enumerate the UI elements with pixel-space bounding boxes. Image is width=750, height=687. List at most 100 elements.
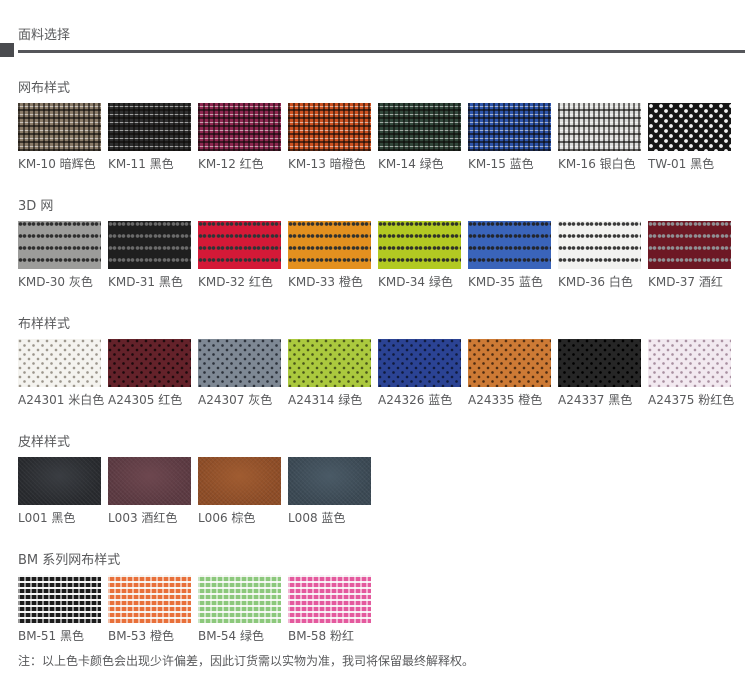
fabric-label: L008 蓝色 [288,511,346,525]
fabric-item: KM-12 红色 [198,103,281,171]
fabric-item: KMD-33 橙色 [288,221,371,289]
fabric-swatch [648,221,731,269]
section-leather: 皮样样式 L001 黑色 L003 酒红色 L006 棕色 L008 蓝色 [18,435,738,525]
fabric-label: BM-51 黑色 [18,629,85,643]
fabric-label: KMD-37 酒红 [648,275,723,289]
fabric-label: A24301 米白色 [18,393,105,407]
fabric-swatch [288,575,371,623]
header-corner-mark [0,43,14,57]
fabric-item: BM-54 绿色 [198,575,281,643]
fabric-item: KMD-31 黑色 [108,221,191,289]
fabric-item: L003 酒红色 [108,457,191,525]
fabric-item: KMD-32 红色 [198,221,281,289]
fabric-swatch [558,103,641,151]
fabric-item: KM-11 黑色 [108,103,191,171]
header-divider [18,50,745,53]
fabric-label: BM-53 橙色 [108,629,175,643]
fabric-label: A24375 粉红色 [648,393,735,407]
fabric-label: KMD-36 白色 [558,275,633,289]
fabric-label: KM-11 黑色 [108,157,174,171]
fabric-label: A24314 绿色 [288,393,363,407]
fabric-item: KMD-35 蓝色 [468,221,551,289]
fabric-chart: 网布样式 KM-10 暗辉色 KM-11 黑色 KM-12 红色 KM-13 暗… [0,81,750,643]
fabric-swatch [18,339,101,387]
fabric-label: KMD-30 灰色 [18,275,93,289]
fabric-swatch [18,575,101,623]
fabric-item: KM-15 蓝色 [468,103,551,171]
fabric-swatch [648,103,731,151]
fabric-item: L006 棕色 [198,457,281,525]
fabric-swatch [18,103,101,151]
page-header: 面料选择 [0,0,750,57]
fabric-item: A24326 蓝色 [378,339,461,407]
fabric-label: L003 酒红色 [108,511,178,525]
page-title: 面料选择 [18,28,71,43]
fabric-item: L008 蓝色 [288,457,371,525]
fabric-label: KM-14 绿色 [378,157,444,171]
fabric-label: A24337 黑色 [558,393,633,407]
fabric-item: KM-10 暗辉色 [18,103,101,171]
fabric-item: A24314 绿色 [288,339,371,407]
fabric-swatch [108,457,191,505]
fabric-label: KM-12 红色 [198,157,264,171]
fabric-label: KMD-35 蓝色 [468,275,543,289]
disclaimer-note: 注：以上色卡颜色会出现少许偏差，因此订货需以实物为准，我司将保留最终解释权。 [18,654,475,668]
fabric-swatch [378,221,461,269]
section-title: 3D 网 [18,199,54,214]
fabric-item: A24375 粉红色 [648,339,735,407]
fabric-label: A24307 灰色 [198,393,273,407]
fabric-swatch [18,221,101,269]
fabric-label: L001 黑色 [18,511,76,525]
section-bm-mesh: BM 系列网布样式 BM-51 黑色 BM-53 橙色 BM-54 绿色 BM-… [18,553,738,643]
fabric-swatch [198,103,281,151]
fabric-item: KMD-30 灰色 [18,221,101,289]
fabric-swatch [198,221,281,269]
fabric-label: A24335 橙色 [468,393,543,407]
fabric-label: A24326 蓝色 [378,393,453,407]
fabric-swatch [468,103,551,151]
fabric-swatch [198,575,281,623]
fabric-swatch [648,339,731,387]
fabric-item: TW-01 黑色 [648,103,731,171]
swatch-row: A24301 米白色 A24305 红色 A24307 灰色 A24314 绿色… [18,339,738,407]
swatch-row: KMD-30 灰色 KMD-31 黑色 KMD-32 红色 KMD-33 橙色 … [18,221,738,289]
section-title: 布样样式 [18,317,71,332]
fabric-swatch [378,339,461,387]
swatch-row: KM-10 暗辉色 KM-11 黑色 KM-12 红色 KM-13 暗橙色 KM… [18,103,738,171]
fabric-label: KMD-34 绿色 [378,275,453,289]
fabric-label: BM-58 粉红 [288,629,355,643]
fabric-item: KMD-36 白色 [558,221,641,289]
fabric-label: KM-15 蓝色 [468,157,534,171]
fabric-item: BM-51 黑色 [18,575,101,643]
fabric-label: L006 棕色 [198,511,256,525]
fabric-label: A24305 红色 [108,393,183,407]
fabric-item: KMD-34 绿色 [378,221,461,289]
fabric-label: KMD-33 橙色 [288,275,363,289]
fabric-label: KMD-32 红色 [198,275,273,289]
section-title: 网布样式 [18,81,71,96]
fabric-item: BM-53 橙色 [108,575,191,643]
fabric-swatch [288,339,371,387]
fabric-item: A24335 橙色 [468,339,551,407]
fabric-swatch [558,221,641,269]
fabric-item: BM-58 粉红 [288,575,371,643]
fabric-label: KMD-31 黑色 [108,275,183,289]
fabric-swatch [468,339,551,387]
fabric-swatch [108,221,191,269]
fabric-item: A24301 米白色 [18,339,105,407]
fabric-item: A24307 灰色 [198,339,281,407]
fabric-item: KM-16 银白色 [558,103,641,171]
fabric-item: A24337 黑色 [558,339,641,407]
section-title: BM 系列网布样式 [18,553,121,568]
swatch-row: L001 黑色 L003 酒红色 L006 棕色 L008 蓝色 [18,457,738,525]
fabric-swatch [558,339,641,387]
section-3d-mesh: 3D 网 KMD-30 灰色 KMD-31 黑色 KMD-32 红色 KMD-3… [18,199,738,289]
fabric-swatch [198,339,281,387]
fabric-swatch [288,457,371,505]
fabric-label: KM-10 暗辉色 [18,157,96,171]
section-mesh-fabric: 网布样式 KM-10 暗辉色 KM-11 黑色 KM-12 红色 KM-13 暗… [18,81,738,171]
fabric-item: KMD-37 酒红 [648,221,731,289]
swatch-row: BM-51 黑色 BM-53 橙色 BM-54 绿色 BM-58 粉红 [18,575,738,643]
fabric-item: L001 黑色 [18,457,101,525]
section-cloth: 布样样式 A24301 米白色 A24305 红色 A24307 灰色 A243… [18,317,738,407]
